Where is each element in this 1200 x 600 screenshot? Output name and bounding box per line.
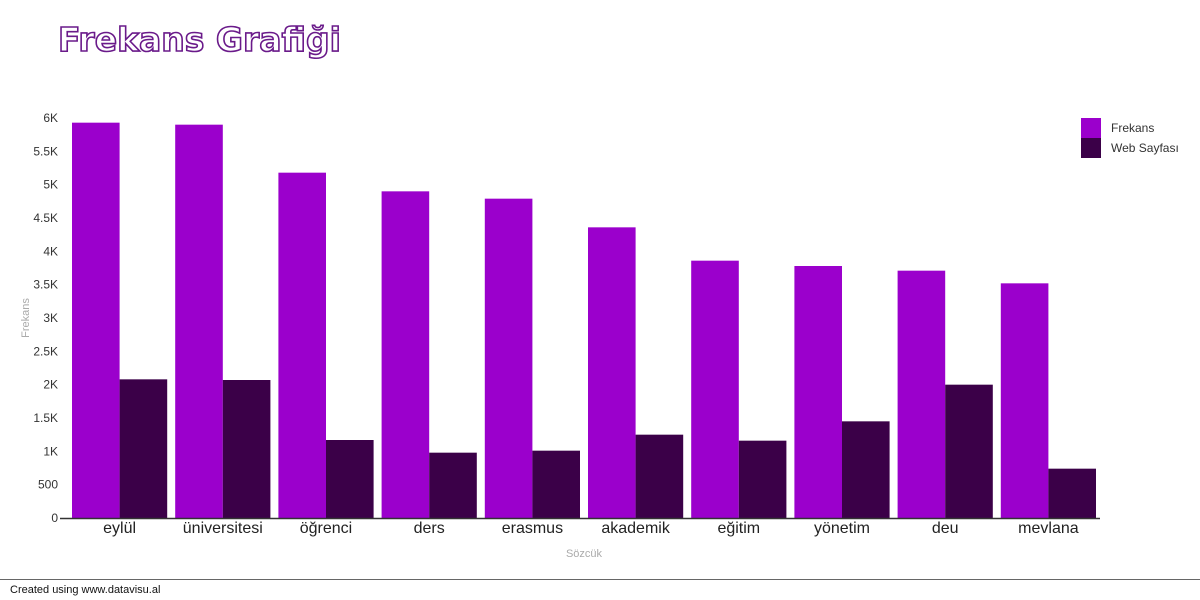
x-tick-label: ders (414, 520, 445, 537)
legend-label-web-sayfasi: Web Sayfası (1111, 141, 1179, 155)
y-tick-label: 5K (43, 178, 58, 192)
x-tick-label: deu (932, 520, 959, 537)
y-tick-label: 500 (38, 478, 58, 492)
y-tick-label: 1.5K (33, 411, 58, 425)
bar-frekans-4 (484, 198, 533, 518)
x-tick-label: eylül (103, 520, 136, 537)
bar-web-sayfasi-9 (1048, 468, 1096, 518)
bar-web-sayfasi-0 (119, 379, 168, 518)
bar-web-sayfasi-1 (222, 380, 271, 518)
y-tick-label: 6K (43, 111, 58, 125)
legend-swatch-web-sayfasi (1081, 138, 1101, 158)
footer-credit: Created using www.datavisu.al (10, 584, 161, 596)
bar-frekans-9 (1000, 283, 1049, 518)
y-tick-label: 5.5K (33, 144, 58, 158)
bar-web-sayfasi-7 (842, 421, 890, 518)
bar-frekans-8 (897, 270, 946, 518)
y-tick-label: 1K (43, 444, 58, 458)
bar-frekans-1 (175, 124, 223, 519)
y-tick-label: 2.5K (33, 344, 58, 358)
y-tick-label: 4.5K (33, 211, 58, 225)
y-tick-label: 3.5K (33, 278, 58, 292)
bar-frekans-5 (588, 227, 636, 519)
x-tick-label: eğitim (717, 520, 760, 537)
chart-title: Frekans Grafiği (57, 19, 342, 60)
bar-frekans-7 (794, 266, 842, 518)
bar-frekans-0 (72, 122, 120, 519)
bar-web-sayfasi-6 (738, 440, 787, 518)
x-tick-label: erasmus (502, 520, 563, 537)
bar-web-sayfasi-4 (532, 450, 580, 518)
chart-svg: 0 500 1K 1.5K 2K 2.5K 3K 3.5K 4K 4.5K 5K 5.5K 6K Frek… (20, 111, 1179, 560)
x-tick-label: mevlana (1018, 520, 1079, 537)
bar-web-sayfasi-3 (429, 452, 477, 518)
bar-frekans-2 (278, 172, 326, 518)
y-tick-label: 0 (51, 511, 58, 525)
bar-web-sayfasi-5 (635, 434, 684, 518)
legend-label-frekans: Frekans (1111, 121, 1154, 135)
bar-web-sayfasi-2 (326, 440, 374, 518)
footer-divider (0, 579, 1200, 580)
x-tick-label: akademik (601, 520, 670, 537)
x-tick-label: üniversitesi (183, 520, 263, 537)
bar-frekans-6 (691, 260, 739, 518)
x-tick-label: öğrenci (300, 520, 352, 537)
bar-web-sayfasi-8 (945, 384, 993, 518)
x-axis-title: Sözcük (566, 548, 603, 560)
x-tick-label: yönetim (814, 520, 870, 537)
legend-swatch-frekans (1081, 118, 1101, 138)
y-tick-label: 4K (43, 244, 58, 258)
bar-frekans-3 (381, 191, 430, 519)
y-axis-title: Frekans (20, 298, 32, 338)
y-tick-label: 3K (43, 311, 58, 325)
y-tick-label: 2K (43, 378, 58, 392)
